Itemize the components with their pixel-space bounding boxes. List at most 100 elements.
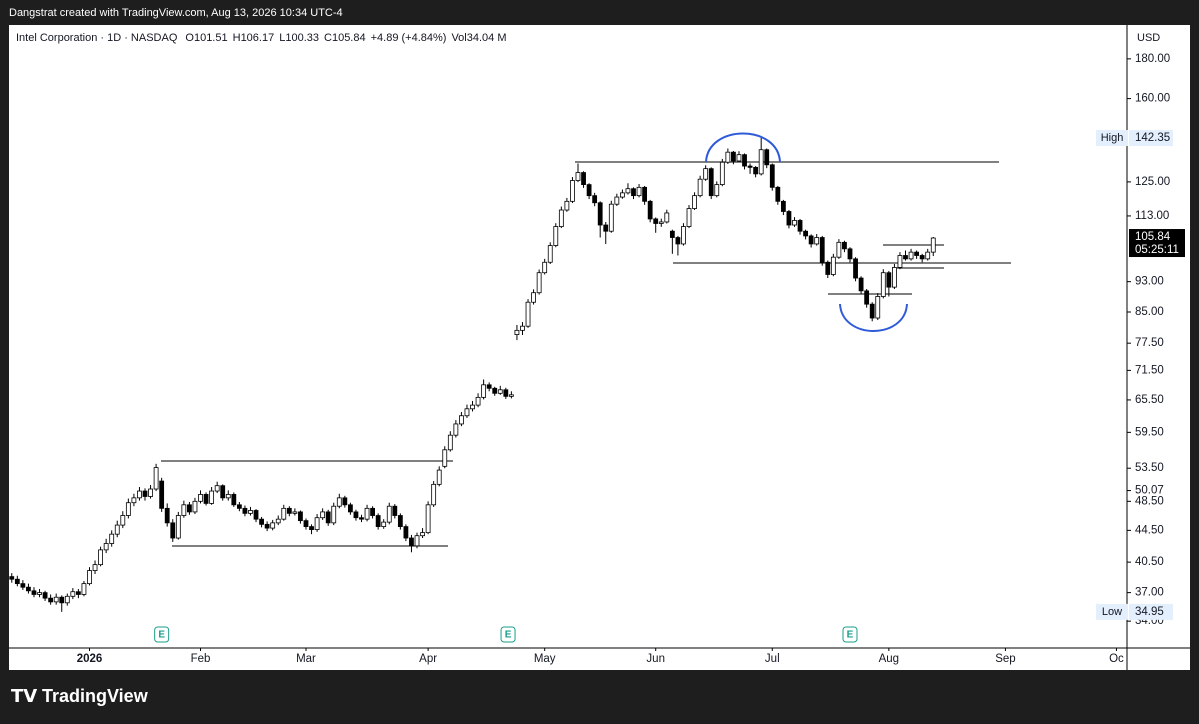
- candle-body: [325, 511, 331, 524]
- candle-body: [253, 510, 259, 520]
- x-tick-label: Mar: [296, 653, 316, 665]
- price-tag-value: 105.84: [1135, 231, 1171, 243]
- candle-body: [470, 404, 475, 410]
- brand: 𝗧𝗩 TradingView: [11, 686, 149, 706]
- candle-body: [620, 192, 625, 198]
- candle-body: [414, 535, 420, 547]
- y-tick-label: 85.00: [1135, 306, 1164, 318]
- candle-body: [486, 384, 492, 389]
- y-tick-label: 59.50: [1135, 426, 1164, 438]
- low-value-box: [1129, 603, 1173, 620]
- brand-name: TradingView: [42, 686, 149, 706]
- vol-label: Vol: [451, 32, 466, 44]
- c-label: C: [324, 32, 332, 44]
- candle-body: [597, 202, 603, 226]
- candle-body: [286, 507, 292, 514]
- candle-body: [303, 520, 309, 527]
- candle-body: [397, 515, 403, 527]
- candle-body: [625, 188, 631, 194]
- event-label: E: [158, 630, 165, 641]
- h-label: H: [233, 32, 241, 44]
- candle-body: [175, 515, 181, 539]
- candle-body: [81, 583, 87, 595]
- brand-logo: 𝗧𝗩: [11, 686, 37, 706]
- candle-body: [681, 226, 686, 245]
- candle-body: [270, 522, 276, 529]
- candle-body: [631, 188, 636, 197]
- candle-body: [314, 517, 320, 530]
- candle-body: [231, 494, 237, 506]
- x-tick-label: Apr: [419, 653, 437, 665]
- candle-body: [764, 149, 770, 166]
- candle-body: [581, 172, 586, 185]
- candle-body: [453, 423, 459, 436]
- candle-body: [281, 507, 287, 520]
- candle-body: [897, 255, 903, 268]
- candle-body: [836, 241, 842, 258]
- l-value: 100.33: [285, 32, 319, 44]
- low-box: [1096, 603, 1128, 620]
- candle-body: [359, 517, 364, 520]
- candle-body: [64, 595, 70, 604]
- candle-body: [536, 272, 542, 294]
- candle-body: [220, 485, 226, 499]
- candle-body: [930, 237, 936, 253]
- y-tick-label: 77.50: [1135, 337, 1164, 349]
- low-value: 34.95: [1135, 606, 1164, 618]
- y-tick-label: 40.50: [1135, 556, 1164, 568]
- candle-body: [753, 166, 759, 175]
- candle-body: [514, 329, 520, 335]
- candle-body: [242, 507, 248, 514]
- candle-body: [853, 258, 858, 279]
- candle-body: [608, 203, 614, 232]
- x-tick-label: Sep: [995, 653, 1015, 665]
- price-tag-countdown: 05:25:11: [1135, 244, 1179, 256]
- candle-body: [42, 592, 48, 599]
- x-tick-label: 2026: [77, 653, 103, 665]
- y-tick-label: 50.07: [1135, 485, 1164, 497]
- candle-body: [214, 485, 220, 492]
- candle-body: [187, 504, 192, 513]
- candle-body: [903, 255, 908, 260]
- drawings: [161, 161, 1011, 547]
- candle-body: [37, 592, 42, 595]
- event-marker: [154, 626, 170, 643]
- candle-body: [309, 526, 314, 530]
- candle-body: [114, 524, 120, 535]
- candle-body: [758, 149, 764, 175]
- candle-body: [125, 502, 131, 516]
- event-marker: [842, 626, 858, 643]
- candle-body: [525, 301, 531, 327]
- candle-body: [531, 292, 536, 303]
- candle-body: [120, 515, 126, 526]
- candle-body: [192, 500, 198, 513]
- candle-body: [98, 549, 103, 566]
- y-tick-label: 53.50: [1135, 462, 1164, 474]
- high-box: [1096, 130, 1128, 147]
- low-label: Low: [1102, 606, 1122, 618]
- candle-body: [914, 251, 920, 256]
- arc-bottom: [839, 303, 908, 332]
- candle-body: [508, 394, 514, 397]
- event-label: E: [847, 630, 854, 641]
- candle-body: [786, 211, 792, 226]
- candle-body: [542, 261, 548, 274]
- candle-body: [880, 272, 886, 297]
- candle-body: [830, 256, 836, 275]
- x-tick-label: Aug: [879, 653, 899, 665]
- x-tick-label: Jun: [646, 653, 665, 665]
- y-tick-label: 65.50: [1135, 394, 1164, 406]
- candle-body: [908, 251, 914, 260]
- candle-body: [703, 168, 709, 180]
- candle-body: [236, 504, 242, 509]
- chart-panel: [9, 25, 1190, 670]
- candle-body: [692, 195, 697, 209]
- candle-body: [697, 178, 703, 197]
- candle-body: [370, 507, 375, 516]
- candle-body: [53, 596, 59, 603]
- candle-body: [797, 220, 803, 232]
- arc-top: [705, 132, 781, 163]
- candle-body: [664, 212, 670, 223]
- currency: USD: [1137, 32, 1160, 44]
